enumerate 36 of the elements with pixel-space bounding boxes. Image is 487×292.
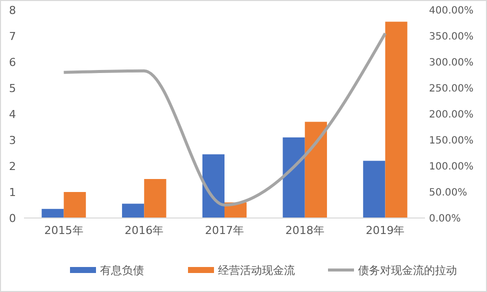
y-tick-label: 6 [9, 56, 16, 69]
y2-tick-label: 0.00% [429, 214, 461, 224]
y-tick-label: 7 [9, 30, 16, 43]
y2-tick-label: 300.00% [429, 58, 474, 68]
y-tick-label: 0 [9, 212, 16, 225]
x-tick-label: 2017年 [205, 224, 244, 237]
y2-tick-label: 200.00% [429, 110, 474, 120]
y-tick-label: 3 [9, 134, 16, 147]
y-tick-label: 4 [9, 108, 16, 121]
legend-label: 经营活动现金流 [218, 264, 295, 277]
y2-tick-label: 350.00% [429, 32, 474, 42]
legend-label: 债务对现金流的拉动 [358, 264, 457, 277]
bar [144, 179, 166, 218]
bar [64, 192, 86, 218]
x-tick-label: 2018年 [285, 224, 324, 237]
bar [304, 122, 327, 218]
bar [363, 160, 386, 218]
x-tick-label: 2015年 [44, 224, 84, 237]
bar [385, 22, 408, 218]
y-tick-label: 1 [9, 186, 16, 199]
y2-tick-label: 100.00% [429, 162, 474, 172]
y2-tick-label: 150.00% [429, 136, 474, 146]
x-tick-label: 2016年 [124, 224, 164, 237]
y-tick-label: 8 [9, 4, 16, 17]
y-tick-label: 5 [9, 82, 16, 95]
y2-tick-label: 400.00% [429, 6, 474, 16]
y2-tick-label: 50.00% [429, 188, 468, 198]
line-series [62, 32, 387, 206]
bar [122, 204, 144, 218]
bar [42, 208, 64, 218]
y-tick-label: 2 [9, 160, 16, 173]
bar [202, 154, 224, 218]
legend-label: 有息负债 [100, 264, 144, 277]
y2-tick-label: 250.00% [429, 84, 474, 94]
x-tick-label: 2019年 [366, 224, 405, 237]
bar [282, 137, 305, 218]
